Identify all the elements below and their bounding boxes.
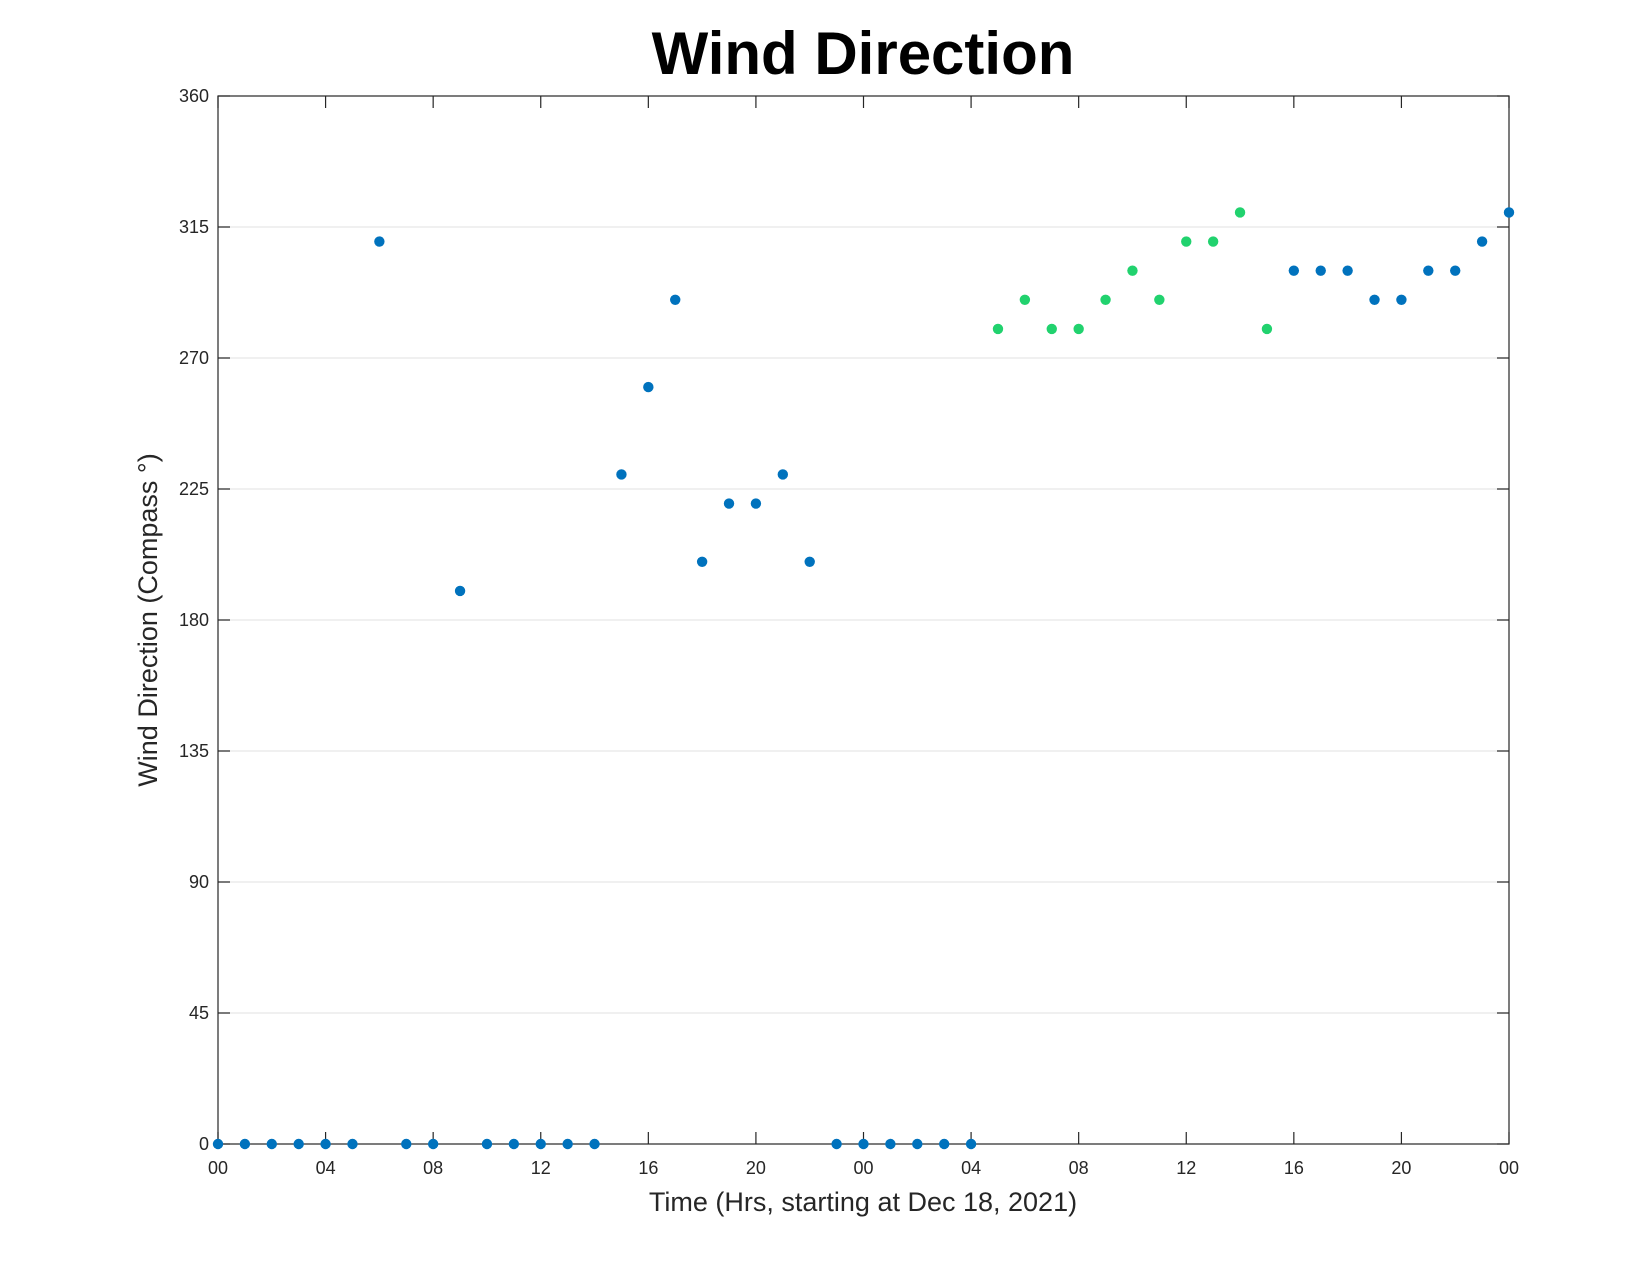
data-point (1503, 207, 1515, 218)
x-tick-labels: 00 04 08 12 16 20 00 04 08 12 16 20 00 (208, 1158, 1519, 1178)
data-point (750, 498, 762, 509)
chart-title: Wind Direction (652, 20, 1075, 87)
data-point (992, 323, 1004, 335)
data-point (239, 1138, 251, 1150)
data-point (858, 1138, 869, 1150)
data-point (427, 1138, 439, 1150)
x-tick-label: 08 (423, 1158, 443, 1178)
y-tick-label: 225 (179, 479, 209, 499)
data-point (347, 1138, 358, 1150)
data-point (1073, 323, 1084, 335)
x-tick-label: 00 (853, 1158, 873, 1178)
data-point (320, 1138, 331, 1150)
data-point (1127, 265, 1138, 276)
y-tick-label: 180 (179, 610, 209, 630)
data-point (616, 469, 627, 480)
data-point (885, 1138, 896, 1150)
data-point (1154, 294, 1165, 305)
x-tick-label: 12 (1176, 1158, 1196, 1178)
data-point (831, 1138, 842, 1150)
x-tick-label: 20 (746, 1158, 766, 1178)
data-point (965, 1138, 977, 1150)
y-tick-label: 315 (179, 217, 209, 237)
data-point (1342, 265, 1353, 276)
data-point (1423, 265, 1434, 276)
y-axis-label: Wind Direction (Compass °) (133, 453, 163, 786)
data-point (293, 1138, 304, 1150)
gridlines (218, 226, 1509, 1014)
y-tick-label: 90 (189, 872, 209, 892)
y-tick-labels: 0 45 90 135 180 225 270 315 360 (179, 86, 209, 1154)
y-tick-label: 270 (179, 348, 209, 368)
y-tick-label: 0 (199, 1134, 209, 1154)
x-tick-label: 04 (316, 1158, 336, 1178)
data-point (1100, 294, 1111, 305)
data-point (938, 1138, 950, 1150)
x-tick-label: 16 (638, 1158, 658, 1178)
data-point (804, 556, 815, 567)
data-point (912, 1138, 923, 1150)
data-point (401, 1138, 412, 1150)
data-point (1369, 294, 1380, 305)
data-point (1181, 236, 1192, 247)
data-point (481, 1138, 493, 1150)
data-point (1207, 236, 1219, 247)
data-point (508, 1138, 520, 1150)
data-point (723, 498, 735, 509)
data-point (1315, 265, 1326, 276)
y-tick-label: 360 (179, 86, 209, 106)
data-point (374, 236, 385, 247)
x-tick-label: 00 (208, 1158, 228, 1178)
data-point (1288, 265, 1300, 276)
data-point (696, 556, 708, 567)
x-tick-label: 00 (1499, 1158, 1519, 1178)
data-point (1019, 294, 1031, 305)
x-tick-label: 08 (1069, 1158, 1089, 1178)
data-point (1476, 236, 1488, 247)
data-point (212, 1138, 224, 1150)
y-tick-label: 45 (189, 1003, 209, 1023)
x-tick-label: 16 (1284, 1158, 1304, 1178)
data-point (454, 585, 466, 597)
data-point (1261, 323, 1273, 335)
data-point (1046, 323, 1057, 335)
x-axis-label: Time (Hrs, starting at Dec 18, 2021) (649, 1187, 1077, 1217)
data-point (1450, 265, 1461, 276)
data-point (777, 469, 789, 480)
data-point (562, 1138, 573, 1150)
y-tick-label: 135 (179, 741, 209, 761)
data-point (1396, 294, 1407, 305)
data-point (670, 294, 681, 305)
data-point (643, 381, 654, 393)
data-points (212, 207, 1515, 1150)
x-tick-label: 20 (1391, 1158, 1411, 1178)
data-point (266, 1138, 277, 1150)
data-point (1234, 207, 1246, 218)
data-point (535, 1138, 546, 1150)
x-tick-label: 04 (961, 1158, 981, 1178)
data-point (589, 1138, 600, 1150)
axis-ticks (217, 95, 1510, 1145)
x-tick-label: 12 (531, 1158, 551, 1178)
